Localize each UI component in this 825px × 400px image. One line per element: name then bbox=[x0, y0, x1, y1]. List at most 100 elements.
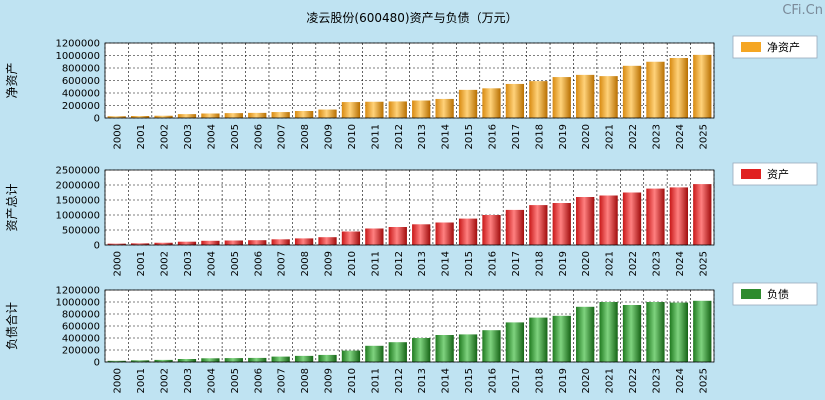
bar-assets-2000 bbox=[107, 243, 126, 245]
x-tick-label: 2007 bbox=[277, 251, 288, 276]
bar-assets-2011 bbox=[365, 228, 384, 245]
y-tick-label: 1000000 bbox=[55, 211, 100, 222]
x-tick-label: 2012 bbox=[394, 251, 405, 276]
bar-liabilities-2024 bbox=[669, 302, 689, 362]
y-tick-label: 1200000 bbox=[55, 286, 100, 297]
legend-box bbox=[732, 162, 818, 186]
x-tick-label: 2021 bbox=[605, 251, 616, 276]
x-tick-label: 2022 bbox=[628, 124, 639, 149]
bar-liabilities-2017 bbox=[505, 322, 525, 362]
y-tick-label: 200000 bbox=[62, 101, 100, 112]
x-tick-label: 2014 bbox=[441, 124, 452, 149]
bar-liabilities-2005 bbox=[224, 358, 243, 362]
x-tick-label: 2000 bbox=[113, 124, 124, 149]
x-tick-label: 2009 bbox=[324, 251, 335, 276]
x-tick-label: 2025 bbox=[698, 368, 709, 393]
x-tick-label: 2004 bbox=[206, 368, 217, 393]
x-tick-label: 2014 bbox=[441, 251, 452, 276]
bar-net-assets-2025 bbox=[693, 54, 712, 118]
bar-assets-2021 bbox=[599, 195, 618, 245]
bar-net-assets-2013 bbox=[412, 100, 431, 118]
bar-net-assets-2024 bbox=[669, 58, 689, 118]
bar-liabilities-2006 bbox=[248, 357, 267, 362]
x-tick-label: 2005 bbox=[230, 124, 241, 149]
legend-swatch bbox=[741, 169, 761, 179]
x-tick-label: 2024 bbox=[675, 251, 686, 276]
bar-net-assets-2012 bbox=[388, 101, 407, 118]
bar-liabilities-2023 bbox=[646, 302, 665, 362]
x-tick-label: 2004 bbox=[206, 124, 217, 149]
x-tick-label: 2002 bbox=[160, 124, 171, 149]
bar-assets-2002 bbox=[154, 242, 173, 245]
bar-liabilities-2021 bbox=[599, 302, 618, 362]
bar-liabilities-2015 bbox=[458, 334, 478, 362]
legend-box bbox=[732, 35, 818, 59]
x-tick-label: 2003 bbox=[183, 251, 194, 276]
bar-net-assets-2011 bbox=[365, 101, 384, 118]
bar-assets-2017 bbox=[505, 209, 525, 245]
x-tick-label: 2005 bbox=[230, 251, 241, 276]
x-tick-label: 2000 bbox=[113, 251, 124, 276]
y-tick-label: 600000 bbox=[62, 76, 100, 87]
watermark: CFi.Cn bbox=[782, 3, 823, 18]
x-tick-label: 2006 bbox=[253, 124, 264, 149]
bar-assets-2003 bbox=[177, 241, 197, 245]
bar-liabilities-2003 bbox=[177, 359, 197, 362]
x-tick-label: 2019 bbox=[558, 251, 569, 276]
bar-assets-2007 bbox=[271, 239, 290, 245]
x-tick-label: 2005 bbox=[230, 368, 241, 393]
legend-label: 净资产 bbox=[767, 40, 800, 54]
x-tick-label: 2007 bbox=[277, 368, 288, 393]
x-tick-label: 2003 bbox=[183, 368, 194, 393]
bar-net-assets-2017 bbox=[505, 83, 525, 118]
x-tick-label: 2006 bbox=[253, 251, 264, 276]
y-tick-label: 1000000 bbox=[55, 51, 100, 62]
x-tick-label: 2019 bbox=[558, 124, 569, 149]
bar-net-assets-2021 bbox=[599, 76, 618, 118]
bar-net-assets-2015 bbox=[458, 89, 478, 118]
y-tick-label: 0 bbox=[94, 114, 100, 125]
x-tick-label: 2010 bbox=[347, 124, 358, 149]
bar-assets-2010 bbox=[341, 231, 361, 245]
x-tick-label: 2011 bbox=[370, 368, 381, 393]
y-tick-label: 400000 bbox=[62, 89, 100, 100]
x-tick-label: 2016 bbox=[487, 251, 498, 276]
bar-assets-2009 bbox=[318, 237, 337, 245]
x-tick-label: 2016 bbox=[487, 124, 498, 149]
bar-net-assets-2003 bbox=[177, 114, 197, 118]
bar-liabilities-2004 bbox=[201, 358, 220, 362]
bar-assets-2022 bbox=[622, 192, 642, 245]
x-tick-label: 2024 bbox=[675, 368, 686, 393]
bar-net-assets-2019 bbox=[552, 77, 571, 118]
y-tick-label: 800000 bbox=[62, 64, 100, 75]
x-tick-label: 2003 bbox=[183, 124, 194, 149]
x-tick-label: 2008 bbox=[300, 368, 311, 393]
bar-net-assets-2018 bbox=[529, 81, 548, 118]
x-tick-label: 2010 bbox=[347, 251, 358, 276]
bar-net-assets-2007 bbox=[271, 112, 290, 118]
legend-label: 负债 bbox=[767, 287, 789, 301]
x-tick-label: 2009 bbox=[324, 124, 335, 149]
x-tick-label: 2012 bbox=[394, 124, 405, 149]
x-tick-label: 2017 bbox=[511, 368, 522, 393]
bar-assets-2018 bbox=[529, 205, 548, 245]
x-tick-label: 2008 bbox=[300, 124, 311, 149]
x-tick-label: 2011 bbox=[370, 251, 381, 276]
legend-label: 资产 bbox=[767, 167, 789, 181]
x-tick-label: 2020 bbox=[581, 124, 592, 149]
y-tick-label: 2000000 bbox=[55, 181, 100, 192]
bar-net-assets-2000 bbox=[107, 116, 126, 118]
bar-net-assets-2001 bbox=[130, 116, 150, 118]
bar-assets-2023 bbox=[646, 188, 665, 245]
y-tick-label: 800000 bbox=[62, 310, 100, 321]
bar-liabilities-2013 bbox=[412, 338, 431, 362]
bar-net-assets-2004 bbox=[201, 113, 220, 118]
bar-liabilities-2012 bbox=[388, 342, 407, 362]
x-tick-label: 2013 bbox=[417, 368, 428, 393]
y-tick-label: 600000 bbox=[62, 322, 100, 333]
bar-assets-2019 bbox=[552, 203, 571, 245]
y-tick-label: 1000000 bbox=[55, 298, 100, 309]
bar-assets-2016 bbox=[482, 215, 501, 245]
bar-net-assets-2008 bbox=[294, 111, 314, 118]
x-tick-label: 2002 bbox=[160, 368, 171, 393]
